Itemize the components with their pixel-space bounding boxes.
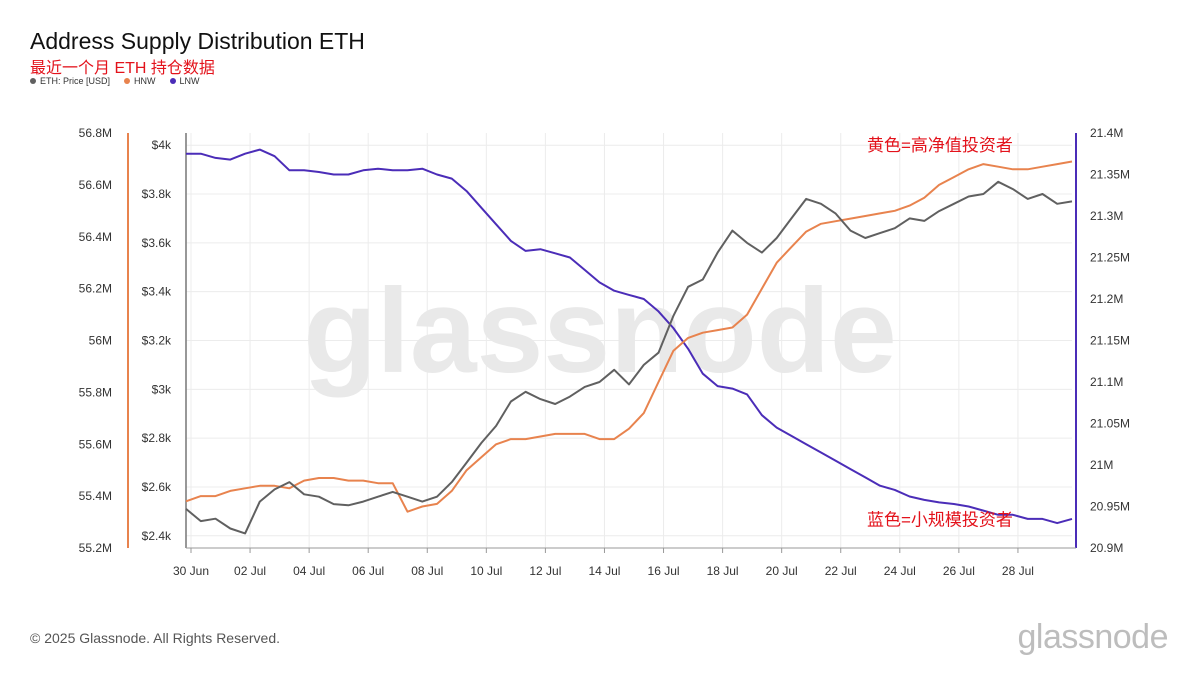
x-tick-label: 26 Jul [943, 564, 975, 578]
hnw-tick-label: 55.8M [79, 385, 112, 399]
legend-label-hnw: HNW [134, 76, 156, 86]
legend-label-lnw: LNW [179, 76, 200, 86]
x-tick-label: 06 Jul [352, 564, 384, 578]
lnw-tick-label: 21.25M [1090, 251, 1130, 265]
glassnode-logo[interactable]: glassnode [1017, 618, 1168, 656]
hnw-tick-label: 56.2M [79, 282, 112, 296]
hnw-tick-label: 56.4M [79, 230, 112, 244]
lnw-tick-label: 21.4M [1090, 126, 1123, 140]
x-tick-label: 04 Jul [293, 564, 325, 578]
hnw-tick-label: 55.2M [79, 541, 112, 555]
x-tick-label: 08 Jul [411, 564, 443, 578]
x-tick-label: 14 Jul [588, 564, 620, 578]
legend-item-price[interactable]: ETH: Price [USD] [30, 76, 110, 86]
lnw-tick-label: 21.1M [1090, 375, 1123, 389]
x-tick-label: 10 Jul [470, 564, 502, 578]
price-tick-label: $3k [152, 382, 172, 396]
legend: ETH: Price [USD] HNW LNW [30, 76, 200, 86]
hnw-tick-label: 56M [89, 334, 112, 348]
chart-title: Address Supply Distribution ETH [30, 28, 365, 54]
hnw-tick-label: 56.6M [79, 178, 112, 192]
lnw-tick-label: 21.05M [1090, 417, 1130, 431]
lnw-tick-label: 21.2M [1090, 292, 1123, 306]
annotation-hnw: 黄色=高净值投资者 [867, 136, 1013, 155]
annotation-lnw: 蓝色=小规模投资者 [867, 511, 1013, 530]
price-tick-label: $2.8k [142, 431, 172, 445]
price-tick-label: $2.4k [142, 529, 172, 543]
x-tick-label: 16 Jul [648, 564, 680, 578]
chart-subtitle: 最近一个月 ETH 持仓数据 [30, 60, 215, 77]
hnw-tick-label: 56.8M [79, 126, 112, 140]
price-tick-label: $3.8k [142, 187, 172, 201]
hnw-tick-label: 55.4M [79, 489, 112, 503]
price-tick-label: $3.4k [142, 285, 172, 299]
lnw-tick-label: 21.35M [1090, 168, 1130, 182]
legend-dot-hnw [124, 78, 131, 84]
x-tick-label: 02 Jul [234, 564, 266, 578]
series-line-hnw [185, 160, 1073, 513]
series-line-eth-price-usd- [185, 180, 1073, 535]
x-tick-label: 22 Jul [825, 564, 857, 578]
x-tick-label: 28 Jul [1002, 564, 1034, 578]
x-tick-label: 24 Jul [884, 564, 916, 578]
lnw-tick-label: 21.15M [1090, 334, 1130, 348]
hnw-tick-label: 55.6M [79, 437, 112, 451]
legend-item-lnw[interactable]: LNW [169, 76, 200, 86]
legend-label-price: ETH: Price [USD] [40, 76, 111, 86]
price-tick-label: $2.6k [142, 480, 172, 494]
x-tick-label: 30 Jun [173, 564, 209, 578]
series-line-lnw [186, 148, 1073, 525]
x-tick-label: 12 Jul [529, 564, 561, 578]
lnw-tick-label: 21M [1090, 458, 1113, 472]
grid-lines [186, 133, 1072, 548]
price-tick-label: $3.6k [142, 236, 172, 250]
legend-item-hnw[interactable]: HNW [124, 76, 156, 86]
lnw-tick-label: 20.95M [1090, 500, 1130, 514]
copyright-text: © 2025 Glassnode. All Rights Reserved. [30, 630, 281, 646]
x-tick-label: 20 Jul [766, 564, 798, 578]
series-lines [185, 148, 1073, 535]
price-tick-label: $4k [152, 138, 172, 152]
lnw-tick-label: 21.3M [1090, 209, 1123, 223]
price-tick-label: $3.2k [142, 334, 172, 348]
lnw-tick-label: 20.9M [1090, 541, 1123, 555]
watermark: glassnode [303, 264, 897, 398]
x-tick-label: 18 Jul [707, 564, 739, 578]
legend-dot-price [30, 78, 36, 84]
axes: 30 Jun 02 Jul 04 Jul 06 Jul 08 Jul 10 Jul 12 J… [79, 126, 1130, 578]
legend-dot-lnw [169, 78, 176, 84]
